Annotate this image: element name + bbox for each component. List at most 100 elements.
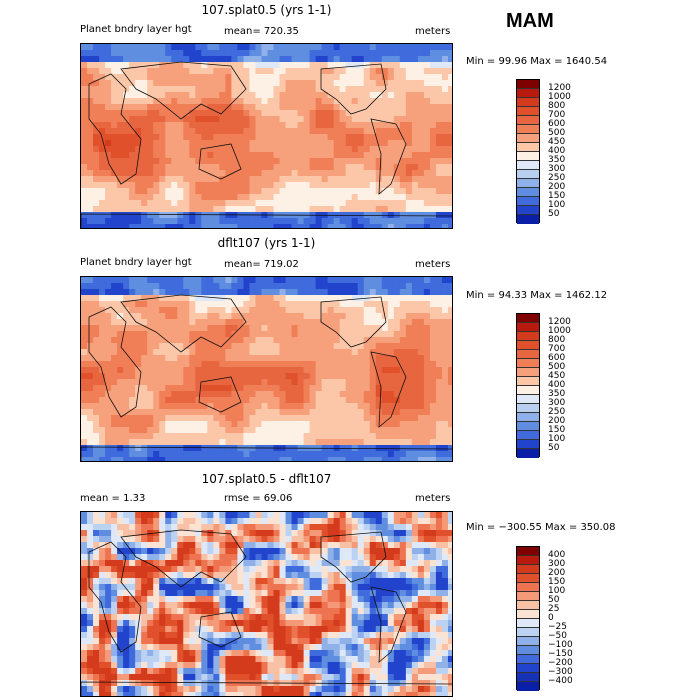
map-grid-cell bbox=[129, 188, 136, 195]
map-grid-cell bbox=[315, 176, 323, 183]
map-grid-cell bbox=[315, 218, 323, 225]
map-grid-cell bbox=[381, 116, 389, 123]
map-grid-cell bbox=[363, 343, 371, 350]
map-grid-cell bbox=[105, 385, 112, 392]
map-grid-cell bbox=[345, 560, 353, 567]
map-grid-cell bbox=[381, 439, 389, 446]
map-grid-cell bbox=[309, 373, 317, 380]
map-grid-cell bbox=[135, 295, 142, 302]
map-grid-cell bbox=[273, 548, 281, 555]
map-grid-cell bbox=[273, 176, 281, 183]
map-grid-cell bbox=[93, 206, 100, 213]
map-grid-cell bbox=[267, 110, 275, 117]
map-grid-cell bbox=[273, 457, 281, 461]
map-grid-cell bbox=[375, 391, 383, 398]
map-grid-cell bbox=[315, 457, 323, 461]
map-grid-cell bbox=[375, 355, 383, 362]
map-grid-cell bbox=[315, 110, 323, 117]
map-grid-cell bbox=[123, 152, 130, 159]
map-grid-cell bbox=[363, 367, 371, 374]
map-grid-cell bbox=[99, 439, 106, 446]
map-grid-cell bbox=[441, 158, 449, 165]
map-grid-cell bbox=[231, 170, 238, 177]
map-grid-cell bbox=[201, 307, 208, 314]
map-grid-cell bbox=[441, 343, 449, 350]
map-grid-cell bbox=[405, 86, 413, 93]
map-grid-cell bbox=[177, 524, 184, 531]
map-grid-cell bbox=[81, 146, 88, 153]
map-grid-cell bbox=[177, 439, 184, 446]
map-grid-cell bbox=[369, 283, 377, 290]
map-grid-cell bbox=[411, 224, 419, 228]
map-grid-cell bbox=[351, 373, 359, 380]
map-grid-cell bbox=[105, 283, 112, 290]
map-grid-cell bbox=[441, 560, 449, 567]
map-grid-cell bbox=[237, 602, 244, 609]
map-grid-cell bbox=[243, 188, 250, 195]
map-grid-cell bbox=[303, 596, 311, 603]
map-grid-cell bbox=[159, 116, 166, 123]
map-grid-cell bbox=[87, 325, 94, 332]
map-grid-cell bbox=[351, 56, 359, 63]
map-grid-cell bbox=[117, 122, 124, 129]
map-grid-cell bbox=[249, 176, 256, 183]
map-grid-cell bbox=[309, 608, 317, 615]
map-grid-cell bbox=[423, 596, 431, 603]
map-grid-cell bbox=[93, 415, 100, 422]
map-grid-cell bbox=[105, 289, 112, 296]
map-grid-cell bbox=[339, 361, 347, 368]
map-grid-cell bbox=[81, 56, 88, 63]
map-grid-cell bbox=[147, 289, 154, 296]
map-grid-cell bbox=[99, 68, 106, 75]
map-grid-cell bbox=[165, 536, 172, 543]
map-grid-cell bbox=[375, 343, 383, 350]
map-grid-cell bbox=[279, 92, 287, 99]
map-grid-cell bbox=[129, 596, 136, 603]
map-grid-cell bbox=[399, 98, 407, 105]
map-grid-cell bbox=[309, 355, 317, 362]
map-grid-cell bbox=[339, 188, 347, 195]
map-grid-cell bbox=[363, 578, 371, 585]
map-grid-cell bbox=[219, 590, 226, 597]
map-grid-cell bbox=[129, 289, 136, 296]
map-grid-cell bbox=[363, 188, 371, 195]
map-grid-cell bbox=[159, 325, 166, 332]
map-grid-cell bbox=[201, 596, 208, 603]
map-grid-cell bbox=[267, 524, 275, 531]
map-grid-cell bbox=[399, 331, 407, 338]
map-grid-cell bbox=[315, 116, 323, 123]
map-grid-cell bbox=[381, 200, 389, 207]
map-grid-cell bbox=[273, 337, 281, 344]
map-grid-cell bbox=[183, 146, 190, 153]
map-grid-cell bbox=[207, 200, 214, 207]
map-grid-cell bbox=[333, 295, 341, 302]
map-grid-cell bbox=[177, 457, 184, 461]
map-grid-cell bbox=[105, 560, 112, 567]
map-grid-cell bbox=[405, 542, 413, 549]
map-grid-cell bbox=[129, 409, 136, 416]
map-grid-cell bbox=[405, 56, 413, 63]
map-grid-cell bbox=[189, 325, 196, 332]
map-grid-cell bbox=[381, 325, 389, 332]
map-grid-cell bbox=[405, 206, 413, 213]
map-grid-cell bbox=[153, 74, 160, 81]
map-grid-cell bbox=[99, 212, 106, 219]
map-grid-cell bbox=[231, 590, 238, 597]
map-grid-cell bbox=[327, 176, 335, 183]
map-grid-cell bbox=[279, 74, 287, 81]
map-grid-cell bbox=[213, 439, 220, 446]
map-grid-cell bbox=[267, 134, 275, 141]
map-grid-cell bbox=[87, 343, 94, 350]
map-grid-cell bbox=[237, 548, 244, 555]
map-grid-cell bbox=[147, 566, 154, 573]
map-grid-cell bbox=[159, 602, 166, 609]
map-grid-cell bbox=[81, 397, 88, 404]
map-grid-cell bbox=[231, 56, 238, 63]
map-grid-cell bbox=[81, 512, 88, 519]
map-grid-cell bbox=[153, 524, 160, 531]
map-grid-cell bbox=[177, 74, 184, 81]
map-grid-cell bbox=[423, 608, 431, 615]
map-grid-cell bbox=[207, 608, 214, 615]
map-grid-cell bbox=[99, 355, 106, 362]
map-grid-cell bbox=[339, 140, 347, 147]
